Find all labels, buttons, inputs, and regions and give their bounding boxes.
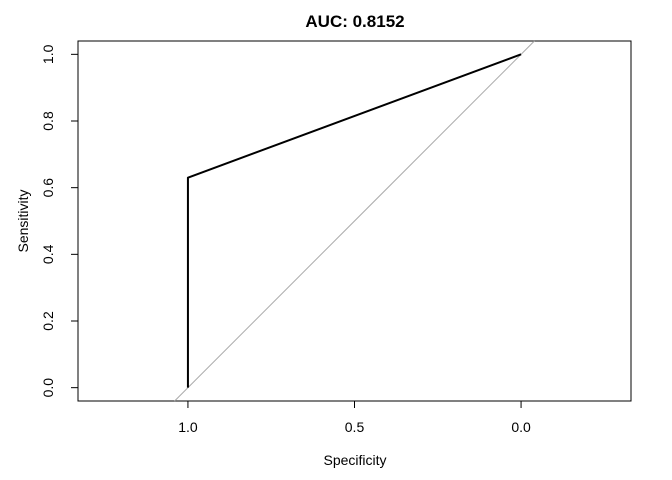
- y-tick-label: 1.0: [40, 44, 56, 64]
- y-tick-label: 0.6: [40, 178, 56, 198]
- y-tick-label: 0.4: [40, 244, 56, 264]
- series-layer: [186, 53, 522, 388]
- reference-diagonal: [174, 40, 535, 402]
- y-axis-title: Sensitivity: [15, 189, 31, 252]
- y-tick-label: 0.2: [40, 311, 56, 331]
- x-axis: 1.0 0.5 0.0: [178, 401, 531, 435]
- chart-title: AUC: 0.8152: [305, 12, 404, 31]
- y-axis: 0.0 0.2 0.4 0.6 0.8 1.0: [40, 44, 78, 397]
- x-tick-label: 1.0: [178, 419, 198, 435]
- y-tick-label: 0.8: [40, 111, 56, 131]
- x-tick-label: 0.0: [511, 419, 531, 435]
- roc-curve: [186, 53, 522, 388]
- x-axis-title: Specificity: [323, 452, 386, 468]
- y-tick-label: 0.0: [40, 378, 56, 398]
- reference-layer: [174, 40, 535, 402]
- x-tick-label: 0.5: [345, 419, 365, 435]
